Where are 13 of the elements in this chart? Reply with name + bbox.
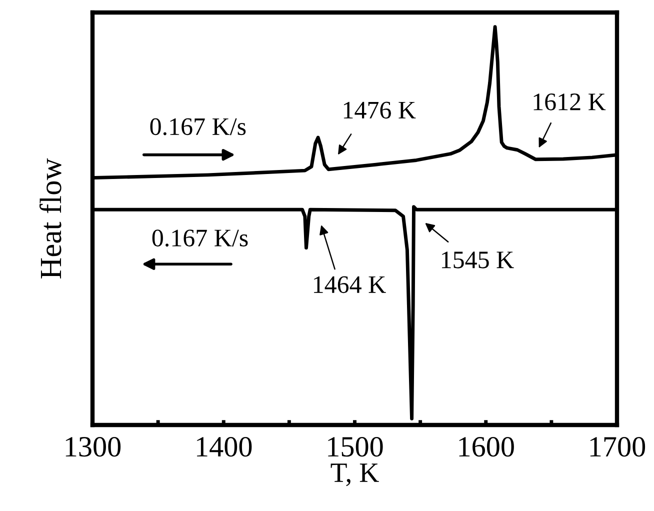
x-tick-label: 1700: [590, 436, 646, 457]
x-axis-title: T, K: [330, 464, 379, 486]
x-tick-label: 1500: [328, 436, 383, 457]
annotation: 1545 K: [442, 252, 514, 268]
y-axis-title: Heat flow: [39, 158, 62, 279]
annotation: 1464 K: [314, 276, 386, 294]
x-tick-label: 1600: [459, 436, 514, 457]
annotation: 1612 K: [534, 94, 606, 110]
annotation: 0.167 K/s: [150, 118, 246, 136]
annotation: 1476 K: [344, 102, 416, 119]
annotation: 0.167 K/s: [152, 230, 248, 247]
x-tick-label: 1400: [197, 436, 252, 457]
x-tick-label: 1300: [66, 436, 121, 457]
